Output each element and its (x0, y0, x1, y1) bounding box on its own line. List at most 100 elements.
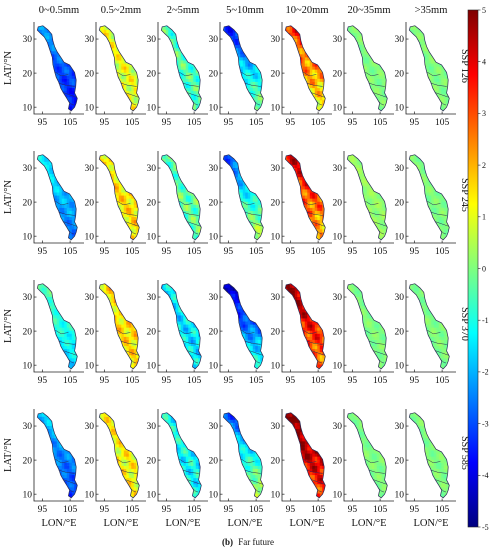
heatmap-cell (374, 29, 378, 33)
heatmap-cell (386, 38, 388, 43)
heatmap-cell (302, 50, 306, 55)
heatmap-cell (39, 87, 43, 92)
heatmap-cell (126, 75, 130, 79)
heatmap-cell (292, 54, 296, 58)
heatmap-cell (366, 100, 370, 104)
heatmap-cell (106, 225, 110, 230)
heatmap-cell (138, 26, 140, 30)
heatmap-cell (185, 50, 189, 55)
heatmap-cell (292, 109, 296, 111)
heatmap-cell (161, 183, 164, 187)
heatmap-cell (76, 100, 78, 104)
heatmap-cell (319, 81, 323, 85)
heatmap-cell (121, 96, 125, 101)
heatmap-cell (309, 50, 313, 55)
heatmap-cell (64, 161, 68, 165)
heatmap-cell (54, 219, 58, 224)
heatmap-cell (193, 103, 197, 107)
heatmap-cell (123, 109, 127, 111)
heatmap-cell (307, 72, 311, 76)
heatmap-cell (173, 57, 177, 61)
heatmap-cell (265, 36, 268, 39)
basin-outline (284, 25, 326, 112)
heatmap-cell (49, 96, 53, 101)
heatmap-cell (161, 164, 164, 168)
heatmap-cell (163, 207, 167, 211)
heatmap-cell (133, 81, 137, 85)
heatmap-cell (366, 57, 370, 61)
heatmap-cell (69, 44, 73, 49)
heatmap-cell (312, 103, 316, 107)
heatmap-cell (260, 35, 264, 39)
heatmap-cell (364, 57, 368, 61)
heatmap-cell (292, 44, 296, 49)
heatmap-cell (319, 63, 323, 67)
heatmap-cell (438, 93, 442, 98)
heatmap-cell (99, 72, 102, 76)
heatmap-cell (133, 25, 137, 27)
heatmap-cell (175, 50, 179, 55)
heatmap-cell (59, 186, 63, 190)
heatmap-cell (361, 75, 365, 79)
heatmap-cell (103, 69, 107, 73)
heatmap-cell (366, 66, 370, 70)
heatmap-cell (123, 26, 127, 30)
heatmap-cell (364, 50, 368, 55)
heatmap-cell (312, 75, 316, 79)
heatmap-cell (118, 78, 122, 82)
heatmap-cell (389, 106, 392, 109)
heatmap-cell (349, 26, 353, 30)
heatmap-cell (446, 38, 450, 43)
heatmap-cell (235, 84, 239, 89)
heatmap-cell (126, 232, 130, 236)
y-tick-label: 30 (209, 35, 219, 45)
heatmap-cell (118, 69, 122, 73)
heatmap-cell (39, 207, 43, 211)
heatmap-cell (106, 44, 110, 49)
heatmap-cell (79, 88, 82, 91)
heatmap-cell (193, 93, 197, 98)
heatmap-cell (183, 84, 187, 89)
heatmap-cell (237, 44, 241, 49)
heatmap-cell (101, 238, 105, 240)
heatmap-cell (66, 32, 70, 36)
heatmap-cell (173, 72, 177, 76)
heatmap-cell (161, 106, 164, 110)
heatmap-cell (421, 109, 425, 111)
heatmap-cell (44, 183, 48, 187)
heatmap-cell (285, 81, 288, 85)
heatmap-cell (203, 26, 206, 29)
heatmap-cell (66, 201, 70, 205)
heatmap-cell (421, 63, 425, 67)
heatmap-cell (56, 170, 60, 175)
heatmap-cell (121, 26, 125, 30)
heatmap-cell (39, 41, 43, 46)
heatmap-cell (446, 66, 450, 70)
heatmap-cell (451, 85, 454, 88)
heatmap-cell (200, 25, 202, 27)
heatmap-cell (141, 69, 144, 72)
heatmap-cell (37, 195, 40, 199)
heatmap-cell (165, 210, 169, 214)
heatmap-cell (165, 103, 169, 107)
heatmap-cell (250, 50, 254, 55)
heatmap-cell (245, 66, 249, 70)
heatmap-cell (324, 60, 326, 64)
heatmap-cell (448, 106, 450, 110)
heatmap-cell (66, 54, 70, 58)
heatmap-cell (413, 47, 417, 52)
heatmap-cell (61, 161, 65, 165)
heatmap-cell (168, 90, 172, 95)
heatmap-cell (302, 87, 306, 92)
heatmap-cell (426, 69, 430, 73)
heatmap-cell (106, 238, 110, 240)
heatmap-cell (54, 189, 58, 193)
heatmap-cell (163, 81, 167, 85)
heatmap-cell (287, 69, 291, 73)
heatmap-cell (356, 84, 360, 89)
heatmap-cell (138, 167, 140, 172)
heatmap-cell (118, 29, 122, 33)
heatmap-cell (190, 84, 194, 89)
heatmap-cell (366, 90, 370, 95)
heatmap-cell (163, 219, 167, 224)
